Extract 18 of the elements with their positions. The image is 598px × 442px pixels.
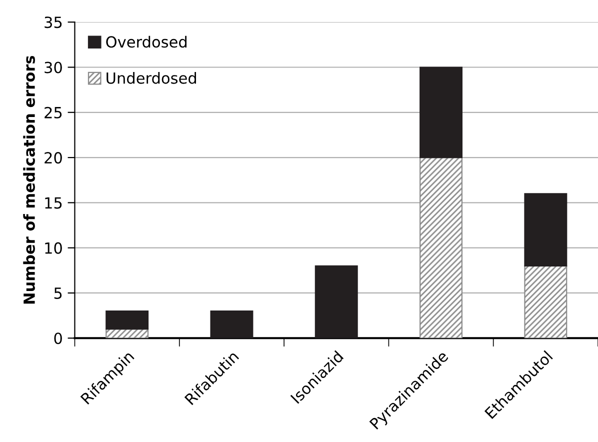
y-axis-title: Number of medication errors <box>23 56 35 304</box>
legend-label: Underdosed <box>106 72 196 84</box>
bar <box>524 265 568 338</box>
bar <box>524 193 568 266</box>
bar <box>210 310 254 338</box>
y-tick-label: 5 <box>54 288 62 300</box>
y-tick-label: 30 <box>44 62 62 74</box>
bar <box>420 156 463 338</box>
y-tick-label: 0 <box>54 332 62 344</box>
y-tick-label: 20 <box>44 152 62 164</box>
legend-label: Overdosed <box>106 36 186 48</box>
y-tick-label: 25 <box>44 106 62 118</box>
bar <box>420 66 463 158</box>
bar <box>314 265 358 338</box>
y-tick-label: 10 <box>45 242 62 254</box>
y-tick-label: 35 <box>44 16 62 28</box>
bar <box>106 310 149 330</box>
y-tick-label: 15 <box>45 197 62 209</box>
